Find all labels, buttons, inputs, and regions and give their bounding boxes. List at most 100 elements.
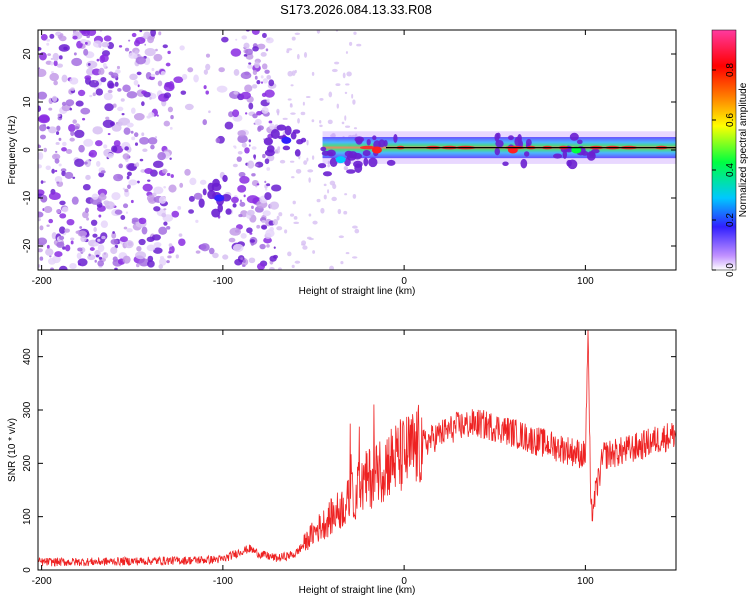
noise-speckle <box>117 106 124 112</box>
cluster-blob <box>523 151 530 157</box>
noise-speckle <box>50 61 54 66</box>
noise-speckle <box>278 267 282 270</box>
snr-data-point <box>621 451 622 452</box>
noise-speckle <box>123 226 128 230</box>
noise-speckle <box>126 175 130 180</box>
noise-speckle <box>327 160 331 165</box>
noise-speckle <box>356 43 362 47</box>
noise-speckle <box>114 209 123 215</box>
noise-speckle <box>233 68 240 76</box>
noise-speckle <box>51 71 54 74</box>
noise-speckle <box>54 175 63 183</box>
noise-speckle <box>38 114 50 123</box>
noise-speckle <box>311 71 315 76</box>
y-tick-label: -20 <box>22 238 33 253</box>
cluster-blob <box>317 163 327 169</box>
noise-speckle <box>312 220 318 225</box>
noise-speckle <box>104 103 114 112</box>
noise-speckle <box>239 176 250 184</box>
noise-speckle <box>51 153 61 160</box>
noise-speckle <box>153 241 162 248</box>
noise-speckle <box>134 50 140 55</box>
noise-speckle <box>178 238 186 246</box>
noise-speckle <box>120 215 126 221</box>
noise-speckle <box>124 146 129 151</box>
noise-speckle <box>98 193 107 201</box>
noise-speckle <box>59 200 66 206</box>
noise-speckle <box>65 244 71 252</box>
noise-speckle <box>139 137 150 145</box>
noise-speckle <box>169 126 173 130</box>
noise-speckle <box>160 71 166 76</box>
noise-speckle <box>245 112 248 115</box>
noise-speckle <box>40 33 48 41</box>
noise-speckle <box>74 129 85 139</box>
cluster-blob <box>362 150 371 157</box>
noise-speckle <box>131 136 136 141</box>
noise-speckle <box>181 73 188 80</box>
noise-speckle <box>46 126 50 130</box>
noise-speckle <box>199 179 207 185</box>
noise-speckle <box>150 30 156 37</box>
noise-speckle <box>148 137 158 145</box>
noise-speckle <box>352 99 356 105</box>
noise-speckle <box>175 254 179 259</box>
noise-speckle <box>56 131 60 135</box>
cluster-blob <box>294 149 301 157</box>
noise-speckle <box>248 62 252 65</box>
cluster-blob <box>202 188 207 196</box>
noise-speckle <box>353 31 357 35</box>
noise-speckle <box>61 147 67 152</box>
noise-speckle <box>269 226 274 232</box>
snr-data-point <box>590 516 591 517</box>
noise-speckle <box>88 253 91 257</box>
noise-speckle <box>126 228 133 233</box>
cluster-blob <box>322 171 332 177</box>
y-tick-label: 0 <box>22 147 33 153</box>
noise-speckle <box>269 267 275 270</box>
noise-speckle <box>180 90 187 95</box>
snr-data-point <box>531 439 532 440</box>
noise-speckle <box>48 192 61 201</box>
noise-speckle <box>89 94 93 98</box>
noise-speckle <box>193 192 203 200</box>
noise-speckle <box>234 258 243 266</box>
noise-speckle <box>103 92 113 101</box>
noise-speckle <box>256 224 261 229</box>
noise-speckle <box>80 107 91 115</box>
noise-speckle <box>259 243 266 250</box>
noise-speckle <box>231 196 239 204</box>
noise-speckle <box>38 91 48 100</box>
noise-speckle <box>64 228 70 233</box>
noise-speckle <box>274 148 280 154</box>
cluster-blob <box>344 157 351 167</box>
noise-speckle <box>291 264 295 269</box>
noise-speckle <box>56 63 63 68</box>
noise-speckle <box>49 72 59 82</box>
noise-speckle <box>40 180 44 184</box>
noise-speckle <box>243 42 250 49</box>
noise-speckle <box>241 35 248 40</box>
noise-speckle <box>128 39 131 42</box>
noise-speckle <box>205 53 211 58</box>
snr-data-point <box>241 551 242 552</box>
noise-speckle <box>117 88 122 92</box>
noise-speckle <box>127 184 131 190</box>
noise-speckle <box>264 188 268 191</box>
colorbar-tick-label: 0.2 <box>725 213 736 227</box>
noise-speckle <box>266 98 270 103</box>
noise-speckle <box>253 154 257 159</box>
noise-speckle <box>77 258 88 267</box>
y-tick-label: 400 <box>22 348 33 365</box>
noise-speckle <box>344 91 348 95</box>
noise-speckle <box>131 107 136 114</box>
noise-speckle <box>153 206 161 212</box>
noise-speckle <box>122 255 131 264</box>
cluster-blob <box>329 157 338 168</box>
noise-speckle <box>264 192 272 201</box>
noise-speckle <box>74 126 80 130</box>
noise-speckle <box>257 125 264 131</box>
noise-speckle <box>205 63 211 71</box>
noise-speckle <box>135 263 140 268</box>
noise-speckle <box>76 252 82 260</box>
